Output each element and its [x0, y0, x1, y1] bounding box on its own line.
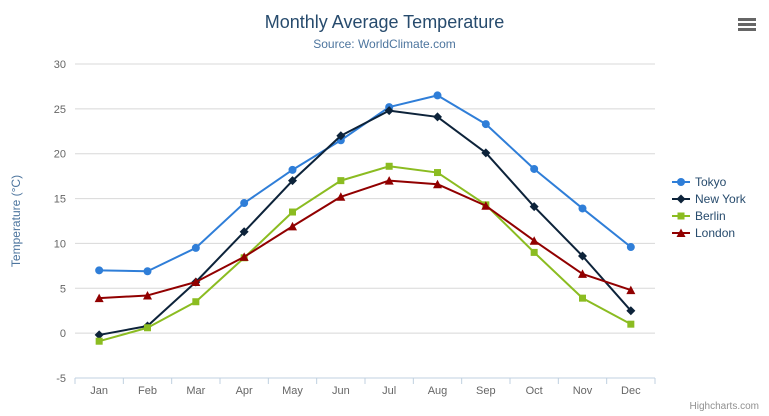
series-marker-berlin[interactable]	[289, 208, 296, 216]
series-marker-tokyo[interactable]	[530, 164, 539, 173]
series-marker-tokyo[interactable]	[288, 165, 297, 174]
series-marker-tokyo[interactable]	[578, 204, 587, 213]
series-line-london[interactable]	[98, 179, 632, 300]
series-marker-london[interactable]	[336, 192, 346, 201]
highcharts-credits[interactable]: Highcharts.com	[689, 401, 759, 412]
series-marker-london[interactable]	[433, 179, 442, 189]
series-marker-london[interactable]	[578, 269, 587, 278]
series-marker-new-york[interactable]	[481, 148, 491, 158]
legend-item-berlin[interactable]: Berlin	[671, 209, 746, 223]
hamburger-bar	[738, 28, 756, 31]
series-marker-tokyo[interactable]	[191, 243, 200, 252]
series-marker-tokyo[interactable]	[481, 120, 490, 129]
y-axis-tick-label: 0	[60, 328, 66, 340]
series-line-berlin[interactable]	[98, 165, 632, 343]
legend-symbol-tokyo	[672, 178, 690, 186]
series-marker-tokyo[interactable]	[626, 243, 635, 252]
x-axis-tick-label: Mar	[186, 385, 205, 397]
series-marker-london[interactable]	[191, 277, 201, 287]
series-marker-new-york[interactable]	[384, 106, 394, 116]
x-axis-tick-label: Jun	[332, 385, 350, 397]
series-marker-london[interactable]	[94, 293, 104, 303]
y-axis-tick-label: 25	[54, 104, 66, 116]
x-axis-tick-label: Dec	[621, 385, 641, 397]
x-axis-tick-label: Apr	[236, 385, 253, 397]
x-axis-tick-label: May	[282, 385, 303, 397]
legend-symbol-berlin	[672, 212, 690, 220]
series-marker-new-york[interactable]	[626, 306, 636, 316]
series-marker-london[interactable]	[288, 221, 297, 231]
series-marker-berlin[interactable]	[192, 298, 200, 306]
series-marker-tokyo[interactable]	[433, 91, 442, 100]
hamburger-bar	[738, 23, 756, 26]
series-marker-berlin[interactable]	[144, 324, 151, 332]
series-marker-berlin[interactable]	[627, 320, 635, 328]
chart-title: Monthly Average Temperature	[264, 12, 505, 32]
y-axis-title: Temperature (°C)	[9, 175, 23, 267]
series-marker-new-york[interactable]	[288, 176, 297, 186]
series-marker-london[interactable]	[143, 290, 152, 300]
y-axis-tick-label: 5	[60, 283, 66, 295]
legend-label: New York	[695, 192, 746, 206]
legend-symbol-london	[672, 228, 690, 237]
x-axis-tick-label: Jan	[90, 385, 108, 397]
legend-symbol-new-york	[672, 194, 690, 204]
hamburger-bar	[738, 18, 756, 21]
series-marker-new-york[interactable]	[529, 202, 539, 212]
x-axis-tick-label: Oct	[526, 385, 543, 397]
series-marker-london[interactable]	[626, 285, 636, 295]
series-marker-new-york[interactable]	[578, 251, 587, 261]
series-marker-berlin[interactable]	[530, 248, 538, 256]
x-axis-tick-label: Aug	[428, 385, 448, 397]
legend-item-tokyo[interactable]: Tokyo	[671, 175, 746, 189]
series-marker-new-york[interactable]	[336, 131, 346, 141]
x-axis-tick-label: Feb	[138, 385, 157, 397]
series-marker-london[interactable]	[239, 252, 249, 261]
series-marker-tokyo[interactable]	[240, 199, 249, 208]
y-axis-tick-label: 15	[54, 194, 66, 206]
series-marker-london[interactable]	[481, 201, 491, 210]
legend-label: London	[695, 226, 736, 240]
y-axis-tick-label: 30	[54, 59, 66, 71]
series-marker-london[interactable]	[384, 176, 394, 185]
series-marker-berlin[interactable]	[579, 294, 586, 302]
series-marker-berlin[interactable]	[434, 169, 441, 177]
series-marker-berlin[interactable]	[385, 162, 393, 170]
series-marker-new-york[interactable]	[433, 112, 442, 122]
series-marker-new-york[interactable]	[94, 330, 104, 340]
hamburger-icon[interactable]	[738, 18, 756, 31]
x-axis-tick-label: Nov	[573, 385, 593, 397]
x-axis-tick-label: Sep	[476, 385, 496, 397]
series-marker-london[interactable]	[529, 236, 539, 245]
y-axis-tick-label: 10	[54, 238, 66, 250]
legend-item-london[interactable]: London	[671, 226, 746, 240]
series-marker-tokyo[interactable]	[95, 266, 104, 275]
y-axis-tick-label: -5	[56, 373, 66, 385]
legend-label: Berlin	[695, 209, 726, 223]
legend-label: Tokyo	[695, 175, 727, 189]
series-marker-new-york[interactable]	[239, 227, 249, 237]
y-axis-tick-label: 20	[54, 149, 66, 161]
legend: Tokyo New York Berlin London	[671, 175, 746, 243]
series-line-tokyo[interactable]	[98, 94, 632, 273]
series-marker-tokyo[interactable]	[143, 267, 152, 276]
chart-subtitle: Source: WorldClimate.com	[313, 37, 456, 51]
series-marker-berlin[interactable]	[95, 337, 103, 345]
x-axis-tick-label: Jul	[382, 385, 396, 397]
series-line-new-york[interactable]	[98, 109, 632, 336]
legend-item-new-york[interactable]: New York	[671, 192, 746, 206]
series-marker-berlin[interactable]	[337, 177, 345, 185]
